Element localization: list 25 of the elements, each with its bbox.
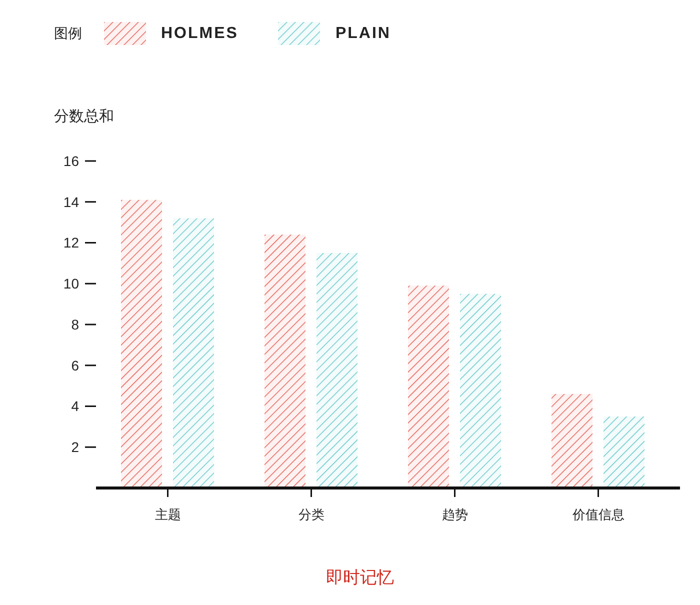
y-tick-label: 6 bbox=[71, 357, 80, 374]
x-tick-label: 分类 bbox=[298, 507, 324, 522]
y-tick-label: 12 bbox=[63, 234, 80, 251]
bar bbox=[408, 286, 449, 488]
x-tick-label: 主题 bbox=[154, 507, 181, 522]
x-tick-label: 趋势 bbox=[442, 507, 468, 522]
bar bbox=[460, 294, 501, 488]
y-tick-label: 10 bbox=[63, 276, 80, 292]
y-tick-label: 2 bbox=[71, 439, 80, 456]
y-tick-label: 14 bbox=[63, 194, 80, 210]
bar bbox=[173, 218, 214, 488]
x-tick-label: 价值信息 bbox=[571, 507, 624, 522]
y-tick-label: 4 bbox=[71, 398, 80, 414]
text: 即时记忆 bbox=[326, 567, 394, 589]
y-axis-title: 分数总和 bbox=[54, 107, 114, 126]
y-tick-label: 16 bbox=[63, 152, 80, 169]
bar bbox=[264, 234, 306, 488]
bar bbox=[552, 394, 592, 488]
legend-label: PLAIN bbox=[335, 24, 391, 42]
bar bbox=[604, 416, 644, 488]
bar bbox=[121, 200, 162, 488]
bar bbox=[316, 252, 358, 488]
y-tick-label: 8 bbox=[71, 316, 80, 332]
legend-title: 图例 bbox=[54, 24, 82, 42]
legend-label: HOLMES bbox=[161, 24, 238, 42]
